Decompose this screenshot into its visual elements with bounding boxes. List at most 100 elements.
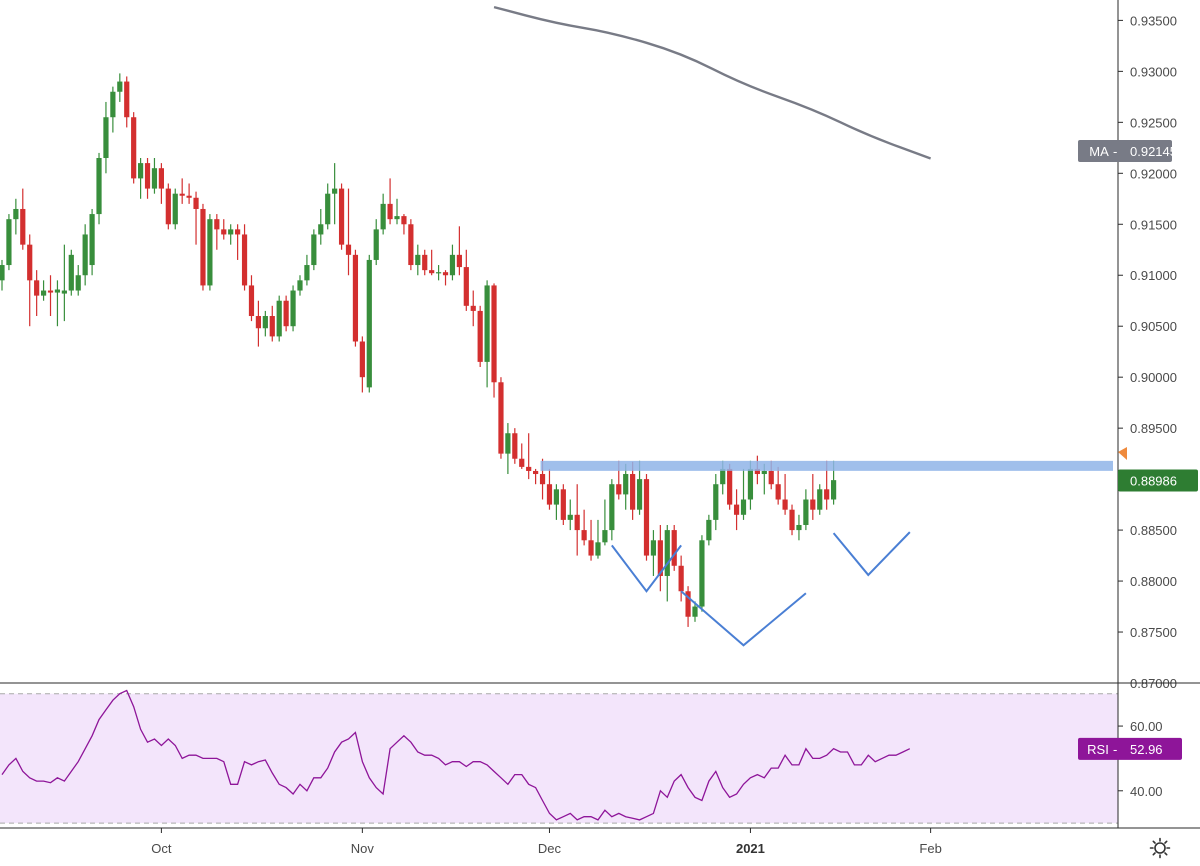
candle — [248, 275, 255, 322]
candle — [533, 468, 539, 485]
candle — [477, 305, 483, 367]
candle — [103, 101, 109, 174]
candle — [304, 254, 310, 286]
candle — [560, 484, 566, 525]
candle — [491, 283, 497, 398]
candle — [158, 163, 164, 204]
candle — [401, 214, 407, 235]
candle — [359, 336, 365, 393]
candles — [0, 73, 837, 627]
rsi-tag-dash: - — [1113, 742, 1117, 757]
candle — [588, 519, 594, 561]
price-tick-label: 0.87500 — [1130, 625, 1177, 640]
settings-button[interactable] — [1146, 834, 1174, 862]
candle — [221, 219, 227, 240]
candle — [553, 484, 559, 520]
candle — [408, 219, 414, 271]
candle — [40, 280, 47, 301]
moving-average-line — [493, 5, 932, 160]
candle — [394, 198, 400, 225]
candle — [61, 244, 67, 322]
candle — [179, 178, 185, 204]
candle — [387, 178, 393, 225]
rsi-tag-label: RSI — [1087, 742, 1109, 757]
candle — [623, 463, 629, 510]
candle — [713, 474, 719, 531]
time-axis: Oct Nov Dec 2021 Feb — [151, 828, 942, 856]
price-tick-label: 0.91000 — [1130, 268, 1177, 283]
candle — [706, 514, 712, 546]
candle — [34, 270, 40, 317]
candle — [214, 214, 220, 250]
time-tick-label: Oct — [151, 841, 172, 856]
price-tick-label: 0.93500 — [1130, 13, 1177, 28]
candle — [456, 226, 462, 276]
candle — [75, 265, 81, 296]
candle — [602, 499, 608, 546]
candle — [498, 377, 504, 459]
candle — [740, 468, 747, 520]
price-tick-label: 0.91500 — [1130, 217, 1177, 232]
rsi-band — [0, 693, 1118, 824]
candle — [325, 183, 331, 230]
candle — [671, 524, 677, 571]
candle — [269, 305, 275, 342]
last-price-value: 0.88986 — [1130, 474, 1177, 489]
candle — [484, 280, 490, 388]
candle — [54, 280, 61, 327]
price-tick-label: 0.89500 — [1130, 421, 1177, 436]
candle — [810, 474, 816, 520]
candle — [241, 224, 248, 291]
candle — [546, 468, 553, 510]
candle — [789, 504, 795, 536]
candle — [595, 519, 601, 559]
time-tick-label: 2021 — [736, 841, 765, 856]
candle — [380, 193, 386, 235]
candle — [235, 224, 241, 260]
candle — [338, 183, 345, 250]
candle — [463, 249, 469, 311]
candle — [124, 76, 130, 128]
candle — [733, 489, 740, 531]
ma-tag-label: MA — [1089, 144, 1109, 159]
candle — [692, 601, 698, 622]
candle — [27, 234, 33, 327]
price-tick-label: 0.90500 — [1130, 319, 1177, 334]
candle — [318, 208, 324, 245]
candle — [297, 275, 303, 296]
resistance-band — [540, 460, 1113, 471]
candle — [505, 423, 511, 475]
alert-marker-icon — [1118, 447, 1127, 460]
rsi-tick-label: 60.00 — [1130, 719, 1163, 734]
gear-icon — [1149, 837, 1171, 859]
candle — [609, 479, 615, 541]
candle — [89, 208, 95, 276]
candle — [186, 183, 192, 204]
candle — [172, 188, 178, 230]
candle — [138, 158, 144, 199]
candle — [678, 555, 684, 602]
rsi-tag-value: 52.96 — [1130, 742, 1163, 757]
candle — [283, 295, 289, 332]
left-shoulder-line — [611, 544, 682, 593]
candle — [796, 514, 802, 541]
candle — [581, 509, 587, 546]
candle — [567, 499, 573, 531]
head-line — [680, 590, 807, 647]
candle — [574, 484, 580, 556]
candle — [262, 310, 268, 337]
price-tick-label: 0.93000 — [1130, 64, 1177, 79]
rsi-axis: 60.00 40.00 — [1118, 719, 1163, 799]
head-and-shoulders-pattern — [611, 531, 911, 647]
candle — [643, 474, 650, 561]
candle — [82, 224, 88, 286]
candle — [630, 461, 636, 520]
candle — [519, 443, 525, 469]
candle — [526, 433, 532, 480]
time-tick-label: Nov — [351, 841, 375, 856]
candle — [352, 249, 359, 347]
candle — [144, 158, 151, 199]
ma-tag-dash: - — [1113, 144, 1117, 159]
right-shoulder-line — [832, 531, 911, 577]
candle — [151, 158, 158, 194]
